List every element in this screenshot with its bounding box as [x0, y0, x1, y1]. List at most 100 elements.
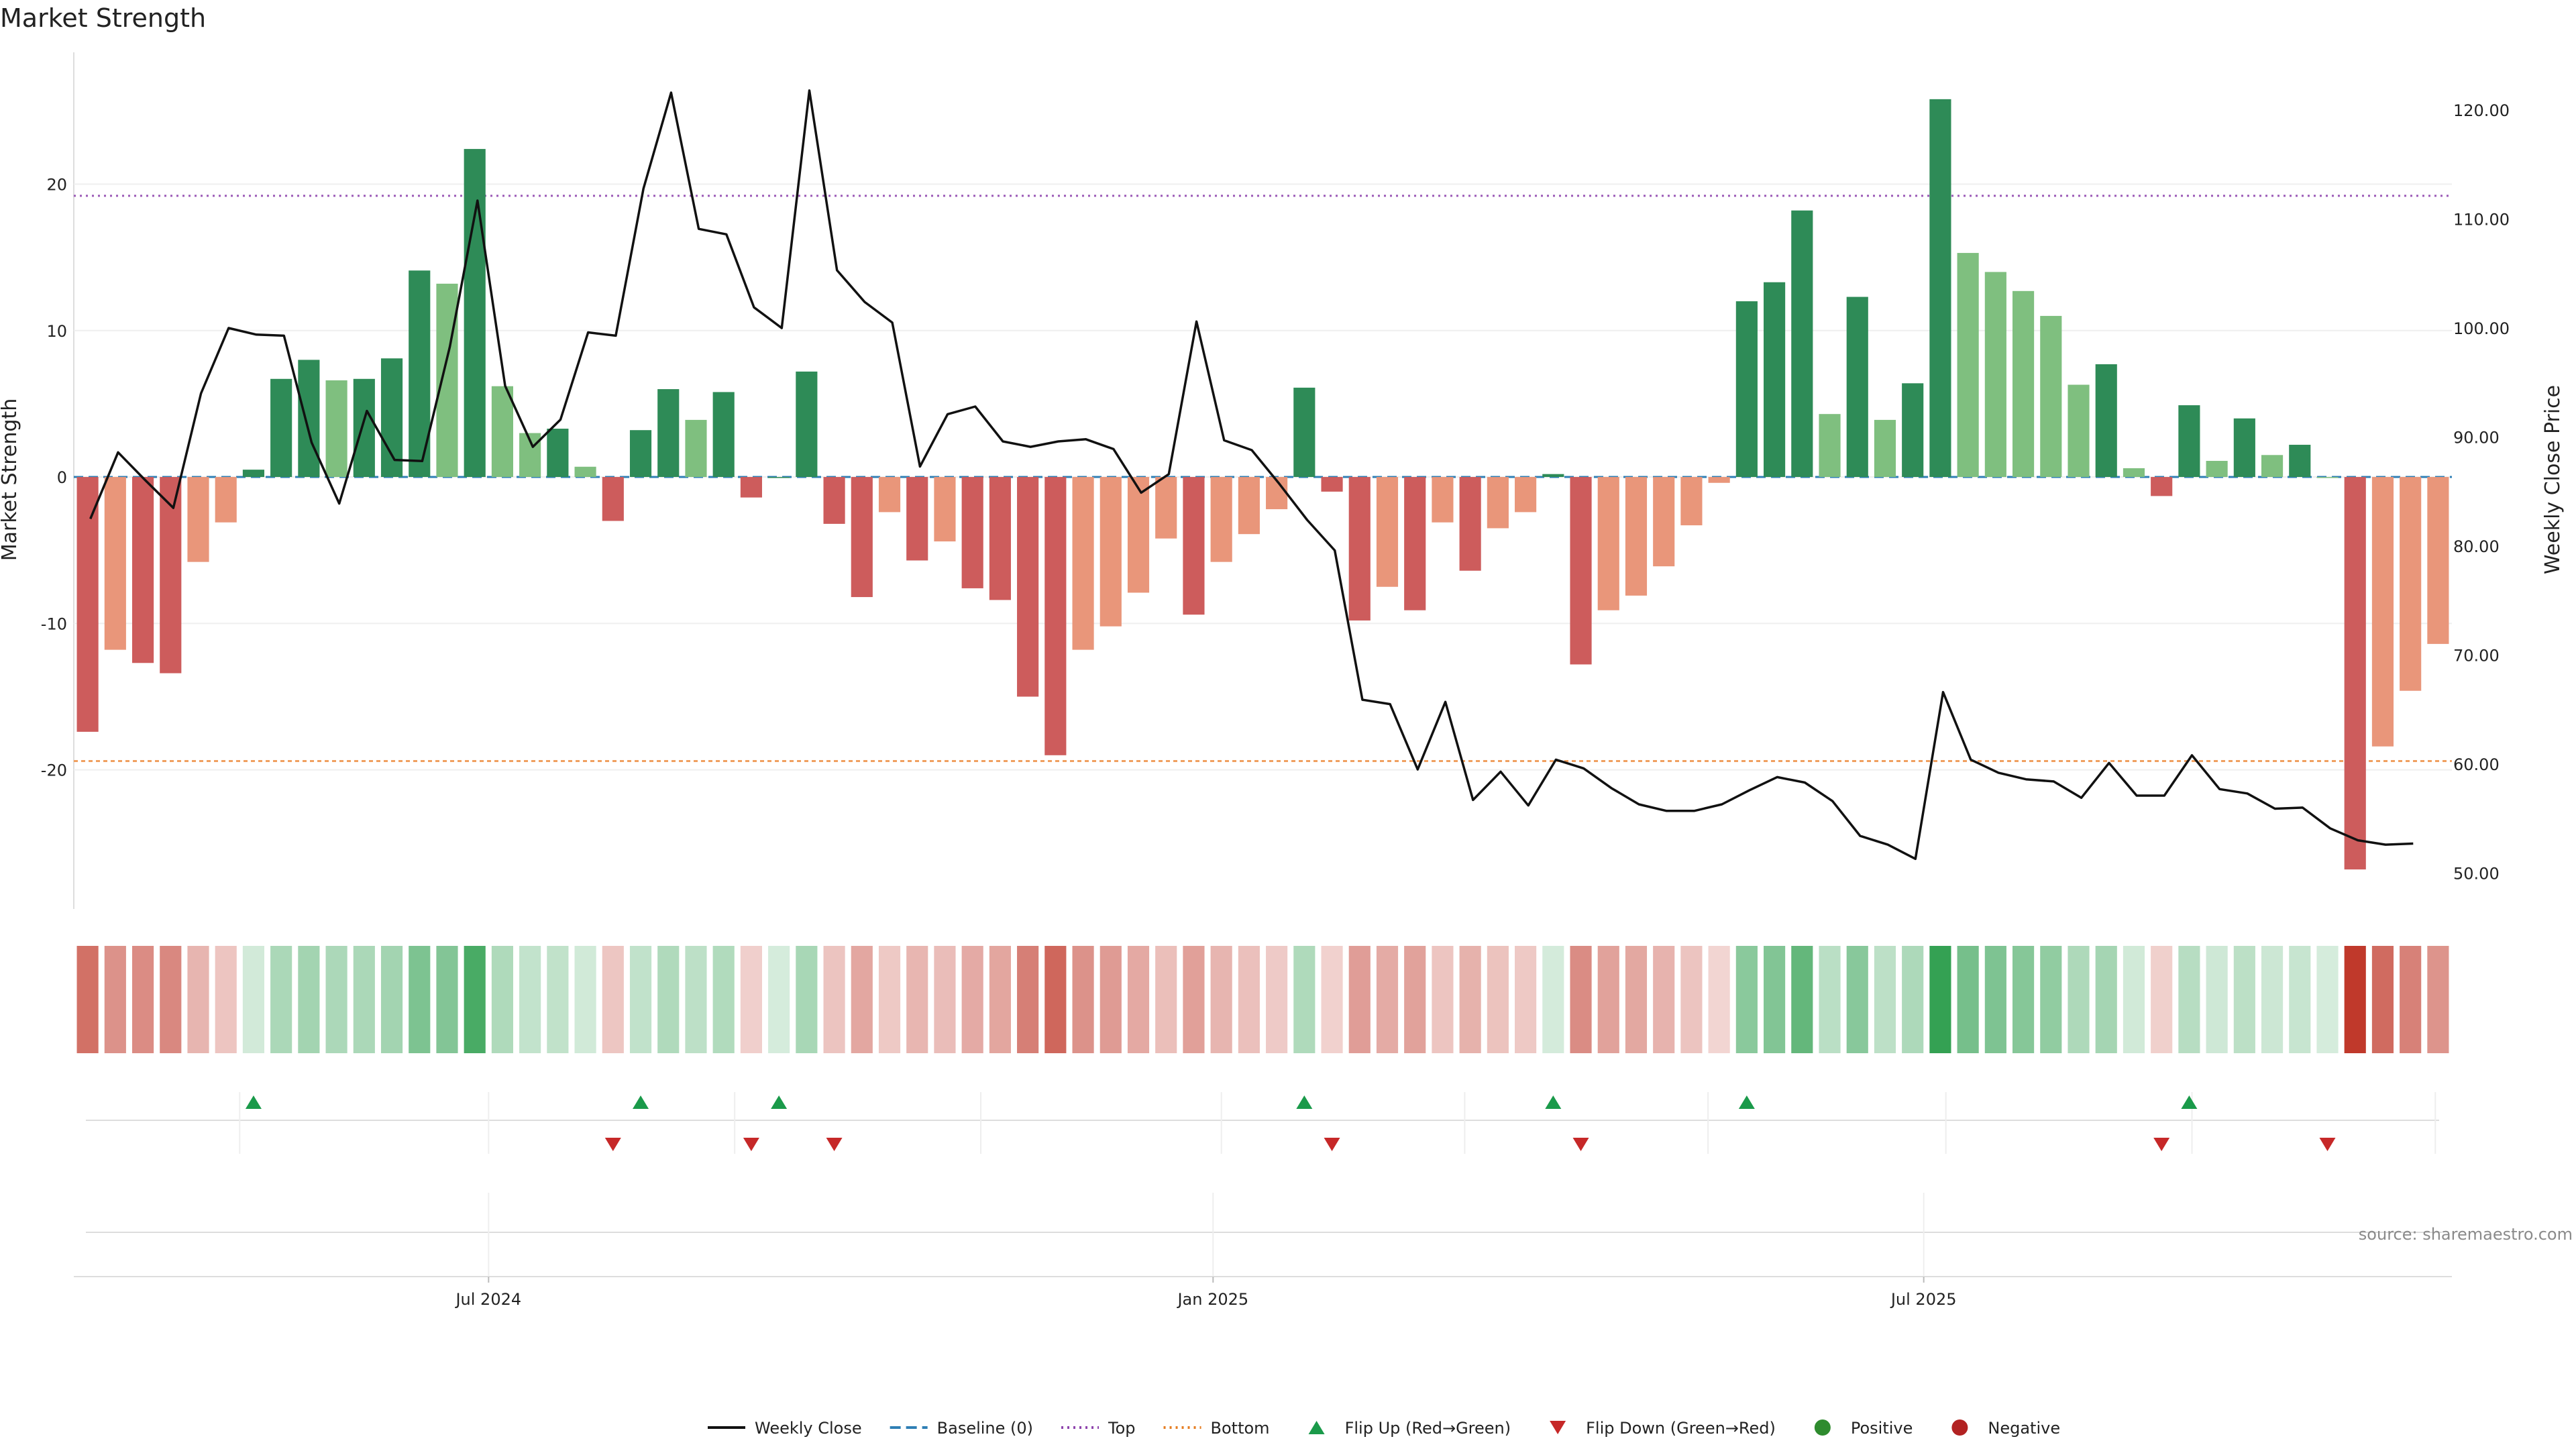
strength-bar — [1487, 477, 1509, 529]
strength-bar — [1625, 477, 1648, 596]
strip-cell — [464, 946, 486, 1053]
legend-item: Baseline (0) — [890, 1419, 1033, 1438]
strength-bar — [1653, 477, 1675, 567]
strip-cell — [2344, 946, 2366, 1053]
legend-label: Negative — [1988, 1419, 2060, 1438]
strip-cell — [1044, 946, 1067, 1053]
strip-cell — [242, 946, 265, 1053]
strength-bar — [1293, 387, 1316, 478]
strip-cell — [270, 946, 292, 1053]
strength-bar — [2151, 477, 2173, 496]
strip-cell — [2289, 946, 2311, 1053]
strength-bar — [1846, 297, 1868, 478]
strip-cell — [1183, 946, 1205, 1053]
strength-bar — [242, 470, 265, 478]
right-axis-label: Weekly Close Price — [2541, 385, 2565, 574]
x-tick-label: Jan 2025 — [1176, 1290, 1248, 1309]
strip-cell — [2095, 946, 2117, 1053]
strength-bar — [1708, 477, 1730, 483]
source-note: source: sharemaestro.com — [2359, 1225, 2573, 1244]
flip-up-marker — [1545, 1095, 1562, 1109]
strip-cell — [657, 946, 680, 1053]
flip-up-marker — [2181, 1095, 2198, 1109]
legend-item: Flip Down (Green→Red) — [1550, 1419, 1776, 1438]
strip-cell — [1017, 946, 1039, 1053]
legend-label: Weekly Close — [755, 1419, 862, 1438]
strength-bar — [491, 386, 514, 478]
strength-bar — [1791, 210, 1813, 478]
strength-bar — [160, 477, 182, 674]
strength-heat-strip — [76, 946, 2449, 1053]
strip-cell — [2261, 946, 2284, 1053]
legend-item: Flip Up (Red→Green) — [1308, 1419, 1511, 1438]
strip-cell — [436, 946, 458, 1053]
strip-cell — [768, 946, 790, 1053]
strip-cell — [547, 946, 569, 1053]
strip-cell — [574, 946, 596, 1053]
flip-up-marker — [1296, 1095, 1313, 1109]
chart-title: Market Strength — [0, 3, 206, 33]
strength-bar — [2123, 468, 2145, 478]
legend-label: Baseline (0) — [937, 1419, 1033, 1438]
x-tick-label: Jul 2025 — [1890, 1290, 1957, 1309]
strength-bar — [740, 477, 762, 498]
strength-bar — [1238, 477, 1260, 535]
strength-bar — [547, 429, 569, 478]
strength-bar — [602, 477, 624, 521]
legend-item: Bottom — [1163, 1419, 1270, 1438]
strip-cell — [1957, 946, 1979, 1053]
strip-cell — [325, 946, 347, 1053]
left-axis-label: Market Strength — [0, 398, 21, 561]
strength-bar — [2316, 477, 2339, 478]
strip-cell — [1321, 946, 1343, 1053]
strip-cell — [823, 946, 845, 1053]
strip-cell — [2151, 946, 2173, 1053]
strength-bar — [2095, 364, 2117, 478]
strip-cell — [2178, 946, 2200, 1053]
strip-cell — [519, 946, 541, 1053]
strength-bar — [1680, 477, 1703, 526]
strength-bar — [1348, 477, 1371, 621]
strip-cell — [1846, 946, 1868, 1053]
strip-cell — [1570, 946, 1592, 1053]
strip-cell — [1432, 946, 1454, 1053]
strength-bar — [1597, 477, 1619, 610]
strip-cell — [685, 946, 707, 1053]
strength-bar — [2012, 290, 2035, 478]
strength-bar — [2427, 477, 2449, 644]
strip-cell — [409, 946, 431, 1053]
strip-cell — [298, 946, 320, 1053]
strip-cell — [1238, 946, 1260, 1053]
strength-bar — [2289, 445, 2311, 478]
right-tick-label: 120.00 — [2453, 101, 2510, 120]
strip-cell — [1099, 946, 1122, 1053]
strength-bar — [934, 477, 956, 542]
right-tick-label: 100.00 — [2453, 319, 2510, 338]
legend-label: Positive — [1851, 1419, 1913, 1438]
strip-cell — [131, 946, 154, 1053]
strip-cell — [215, 946, 237, 1053]
right-axis-ticks: 120.00 110.00 100.00 90.00 80.00 70.00 60.00 50… — [2453, 101, 2510, 883]
strip-cell — [1542, 946, 1564, 1053]
legend-swatch-circle — [1814, 1419, 1831, 1436]
flip-down-marker — [2319, 1138, 2336, 1151]
strength-bar — [1957, 253, 1979, 478]
strip-cell — [104, 946, 126, 1053]
flip-up-marker — [633, 1095, 649, 1109]
left-tick-label: 10 — [46, 322, 67, 341]
weekly-close-line-group — [89, 89, 2414, 861]
strength-bar — [2400, 477, 2422, 691]
strength-bar — [1735, 301, 1758, 478]
strength-bar — [464, 149, 486, 478]
strip-cell — [1874, 946, 1896, 1053]
legend-swatch-tri-up — [1308, 1421, 1325, 1434]
flip-down-marker — [1572, 1138, 1589, 1151]
strength-bar — [1044, 477, 1067, 755]
legend-label: Top — [1108, 1419, 1136, 1438]
strength-bar — [1570, 477, 1592, 665]
strip-cell — [160, 946, 182, 1053]
strength-bar — [104, 477, 126, 650]
strip-cell — [2040, 946, 2062, 1053]
strength-bar — [1127, 477, 1150, 593]
strip-cell — [1902, 946, 1924, 1053]
